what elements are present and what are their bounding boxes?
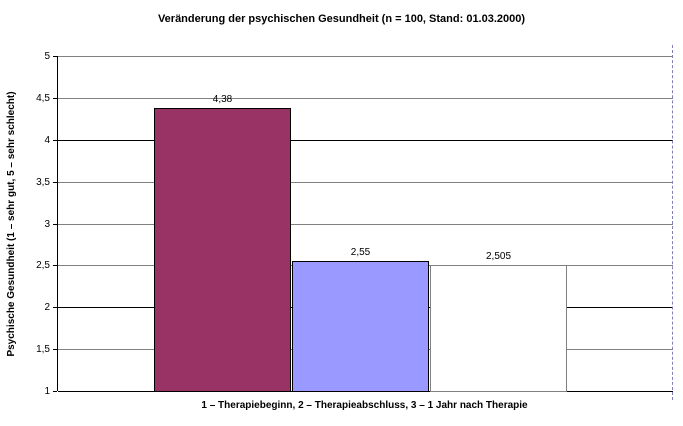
y-tick-label-2: 2	[44, 302, 50, 313]
gridline-4	[58, 140, 673, 141]
y-tick-label-4: 4	[44, 135, 50, 146]
y-axis-tick-1	[53, 391, 57, 392]
y-tick-label-2,5: 2,5	[36, 260, 50, 271]
bar-value-label-2,505: 2,505	[485, 251, 512, 262]
y-tick-label-1: 1	[44, 386, 50, 397]
y-axis-tick-3,5	[53, 182, 57, 183]
gridline-3,5	[58, 182, 673, 183]
y-axis-tick-1,5	[53, 349, 57, 350]
y-axis-tick-4	[53, 140, 57, 141]
y-axis-tick-3	[53, 224, 57, 225]
y-axis-tick-2,5	[53, 265, 57, 266]
bar-1 – Therapiebeginn	[154, 108, 291, 392]
y-tick-label-3: 3	[44, 219, 50, 230]
y-axis-tick-4,5	[53, 98, 57, 99]
bar-value-label-2,55: 2,55	[350, 247, 371, 258]
x-axis-caption: 1 – Therapiebeginn, 2 – Therapieabschlus…	[201, 400, 528, 411]
bar-3 – 1 Jahr nach Therapie	[430, 265, 567, 392]
y-tick-label-1,5: 1,5	[36, 344, 50, 355]
plot-area: 4,38 2,55 2,505	[57, 56, 673, 392]
gridline-5	[58, 56, 673, 57]
y-axis-tick-5	[53, 56, 57, 57]
chart-title: Veränderung der psychischen Gesundheit (…	[157, 13, 526, 25]
gridline-4,5	[58, 98, 673, 99]
bar-value-label-4,38: 4,38	[212, 94, 233, 105]
plot-right-dashed-border	[672, 45, 673, 400]
y-axis-tick-2	[53, 307, 57, 308]
y-tick-label-4,5: 4,5	[36, 93, 50, 104]
y-tick-label-3,5: 3,5	[36, 177, 50, 188]
gridline-3	[58, 224, 673, 225]
bar-2 – Therapieabschluss	[292, 261, 429, 392]
y-tick-label-5: 5	[44, 51, 50, 62]
